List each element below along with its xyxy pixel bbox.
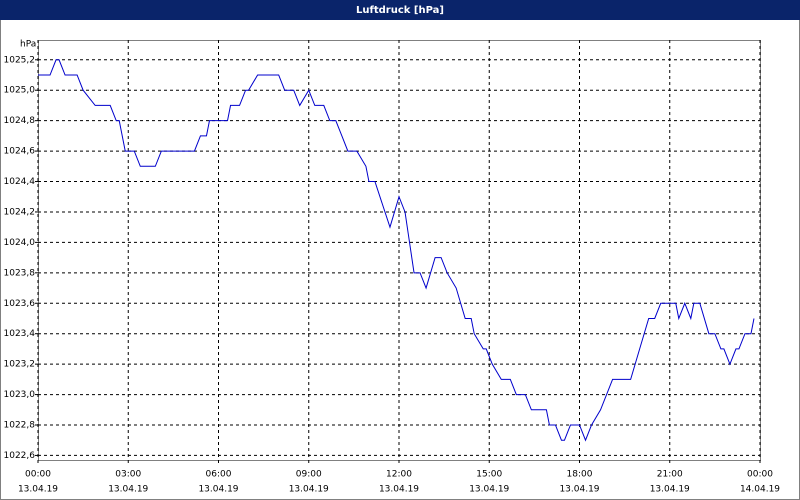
y-tick-label: 1025,0 xyxy=(4,86,36,96)
y-tick-label: 1024,4 xyxy=(4,177,36,187)
x-tick-label: 15:00 xyxy=(476,470,502,480)
x-tick-date: 13.04.19 xyxy=(379,485,419,495)
y-tick-label: 1024,0 xyxy=(4,238,36,248)
y-tick-label: 1023,4 xyxy=(4,329,36,339)
x-tick-date: 13.04.19 xyxy=(289,485,329,495)
y-tick-label: 1023,2 xyxy=(4,360,36,370)
y-tick-label: 1024,8 xyxy=(4,116,36,126)
y-tick-label: 1023,8 xyxy=(4,268,36,278)
x-tick-date: 14.04.19 xyxy=(740,485,780,495)
x-tick-label: 21:00 xyxy=(657,470,683,480)
y-tick-label: 1023,0 xyxy=(4,390,36,400)
y-tick-label: 1022,6 xyxy=(4,451,36,461)
x-tick-date: 13.04.19 xyxy=(198,485,238,495)
chart-title: Luftdruck [hPa] xyxy=(356,5,444,16)
x-tick-date: 13.04.19 xyxy=(108,485,148,495)
x-tick-label: 12:00 xyxy=(386,470,412,480)
x-tick-date: 13.04.19 xyxy=(559,485,599,495)
x-tick-date: 13.04.19 xyxy=(650,485,690,495)
x-tick-label: 00:00 xyxy=(25,470,51,480)
y-tick-label: 1023,6 xyxy=(4,299,36,309)
x-tick-date: 13.04.19 xyxy=(469,485,509,495)
x-tick-date: 13.04.19 xyxy=(18,485,58,495)
x-tick-label: 18:00 xyxy=(567,470,593,480)
x-tick-label: 03:00 xyxy=(115,470,141,480)
title-bar xyxy=(0,0,800,20)
x-tick-label: 06:00 xyxy=(206,470,232,480)
y-tick-label: 1024,6 xyxy=(4,147,36,157)
y-tick-label: 1025,2 xyxy=(4,55,36,65)
x-tick-label: 09:00 xyxy=(296,470,322,480)
x-tick-label: 00:00 xyxy=(747,470,773,480)
y-tick-label: 1022,8 xyxy=(4,421,36,431)
y-axis-label: hPa xyxy=(20,40,36,50)
y-tick-label: 1024,2 xyxy=(4,207,36,217)
data-line xyxy=(38,59,755,442)
